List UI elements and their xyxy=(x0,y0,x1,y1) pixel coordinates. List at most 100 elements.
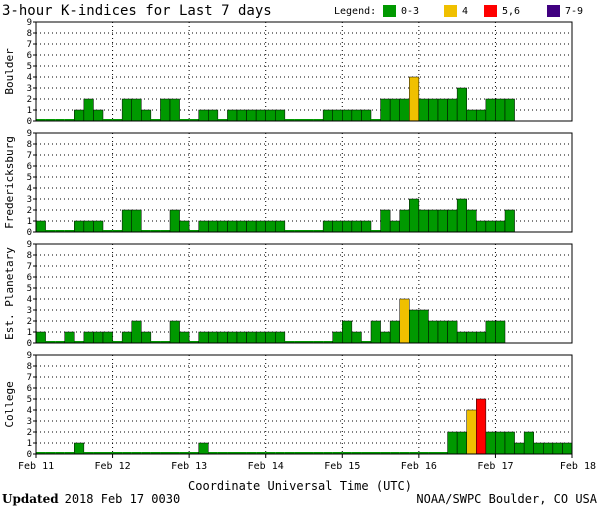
y-tick-label: 0 xyxy=(27,117,32,127)
k-index-bar xyxy=(284,452,295,454)
k-index-bar xyxy=(121,98,132,122)
k-index-bar xyxy=(447,98,458,122)
k-index-bar xyxy=(447,431,458,455)
k-index-bar xyxy=(495,320,506,344)
k-index-bar xyxy=(389,220,400,233)
k-index-bar xyxy=(495,98,506,122)
k-index-bar xyxy=(74,220,85,233)
y-tick-label: 9 xyxy=(27,240,32,250)
k-index-bar xyxy=(351,220,362,233)
k-index-bar xyxy=(150,119,161,121)
k-index-bar xyxy=(371,119,381,121)
panel-station-label: Fredericksburg xyxy=(3,136,16,229)
y-tick-label: 2 xyxy=(27,428,32,438)
k-index-bar xyxy=(304,119,314,121)
footer-updated-value: 2018 Feb 17 0030 xyxy=(65,492,181,506)
k-index-bar xyxy=(284,230,295,232)
k-index-bar xyxy=(179,220,190,233)
k-index-bar xyxy=(361,341,371,343)
k-index-bar xyxy=(351,452,362,454)
k-index-bar xyxy=(131,209,142,233)
k-index-bar xyxy=(217,220,228,233)
k-index-bar xyxy=(409,198,420,233)
panel-frame xyxy=(35,243,573,344)
x-tick-label: Feb 17 xyxy=(477,461,513,472)
k-index-bar xyxy=(217,331,228,344)
k-index-bar xyxy=(428,452,438,454)
k-index-bar xyxy=(495,431,506,455)
legend-label-0-3: 0-3 xyxy=(401,6,419,17)
k-index-bar xyxy=(371,452,381,454)
y-tick-label: 0 xyxy=(27,339,32,349)
k-index-bar xyxy=(64,119,75,121)
y-tick-label: 9 xyxy=(27,129,32,139)
k-index-bar xyxy=(121,209,132,233)
chart-title: 3-hour K-indices for Last 7 days xyxy=(2,3,272,19)
k-index-bar xyxy=(313,452,324,454)
k-index-bar xyxy=(323,341,333,343)
k-index-bar xyxy=(103,452,113,454)
k-index-bar xyxy=(466,109,477,122)
x-tick-label: Feb 14 xyxy=(248,461,284,472)
y-tick-label: 1 xyxy=(27,217,32,227)
k-index-bar xyxy=(275,109,286,122)
k-index-bar xyxy=(504,209,515,233)
x-tick-label: Feb 16 xyxy=(401,461,437,472)
k-index-bar xyxy=(246,452,257,454)
k-index-bar xyxy=(284,119,295,121)
k-index-bar xyxy=(122,452,132,454)
y-tick-label: 3 xyxy=(27,417,32,427)
k-index-bar xyxy=(83,98,94,122)
k-index-bar xyxy=(456,87,467,122)
k-index-bar xyxy=(409,452,419,454)
k-index-bar xyxy=(102,331,113,344)
y-tick-label: 0 xyxy=(27,450,32,460)
y-tick-label: 4 xyxy=(27,406,32,416)
k-index-bar xyxy=(74,109,85,122)
k-index-bar xyxy=(342,452,352,454)
k-index-bar xyxy=(342,320,353,344)
k-index-bar xyxy=(189,119,199,121)
k-index-bar xyxy=(160,98,171,122)
k-index-bar xyxy=(514,442,525,455)
k-index-bar xyxy=(198,109,209,122)
k-index-bar xyxy=(208,220,219,233)
k-index-bar xyxy=(552,442,563,455)
x-tick-label: Feb 18 xyxy=(560,461,596,472)
k-index-bar xyxy=(93,109,104,122)
legend: Legend: 0-3 4 5,6 7-9 xyxy=(334,5,583,17)
k-index-bar xyxy=(45,230,56,232)
k-index-bar xyxy=(131,320,142,344)
k-index-bar xyxy=(342,220,353,233)
k-index-bar xyxy=(504,431,515,455)
k-index-bar xyxy=(36,452,46,454)
k-index-bar xyxy=(255,220,266,233)
k-index-bar xyxy=(438,452,448,454)
k-index-bar xyxy=(93,452,103,454)
k-index-bar xyxy=(380,209,391,233)
k-index-bar xyxy=(179,119,190,121)
y-tick-label: 8 xyxy=(27,29,32,39)
k-index-bar xyxy=(399,209,410,233)
k-index-bar xyxy=(504,98,515,122)
k-index-bar xyxy=(83,331,94,344)
footer-source: NOAA/SWPC Boulder, CO USA xyxy=(416,492,597,506)
y-tick-label: 7 xyxy=(27,262,32,272)
legend-swatch-0-3 xyxy=(383,5,396,17)
k-index-bar xyxy=(456,331,467,344)
k-index-bar xyxy=(447,209,458,233)
k-index-bar xyxy=(466,331,477,344)
y-tick-label: 6 xyxy=(27,51,32,61)
k-index-bar xyxy=(112,341,123,343)
k-index-bar xyxy=(103,230,113,232)
y-tick-label: 9 xyxy=(27,351,32,361)
y-tick-label: 1 xyxy=(27,439,32,449)
y-tick-label: 5 xyxy=(27,395,32,405)
panels: 0123456789Boulder0123456789Fredericksbur… xyxy=(3,18,573,460)
k-index-bar xyxy=(179,331,190,344)
legend-swatch-4 xyxy=(444,5,457,17)
panel-frame xyxy=(35,21,573,122)
k-index-bar xyxy=(322,220,333,233)
y-tick-label: 1 xyxy=(27,106,32,116)
